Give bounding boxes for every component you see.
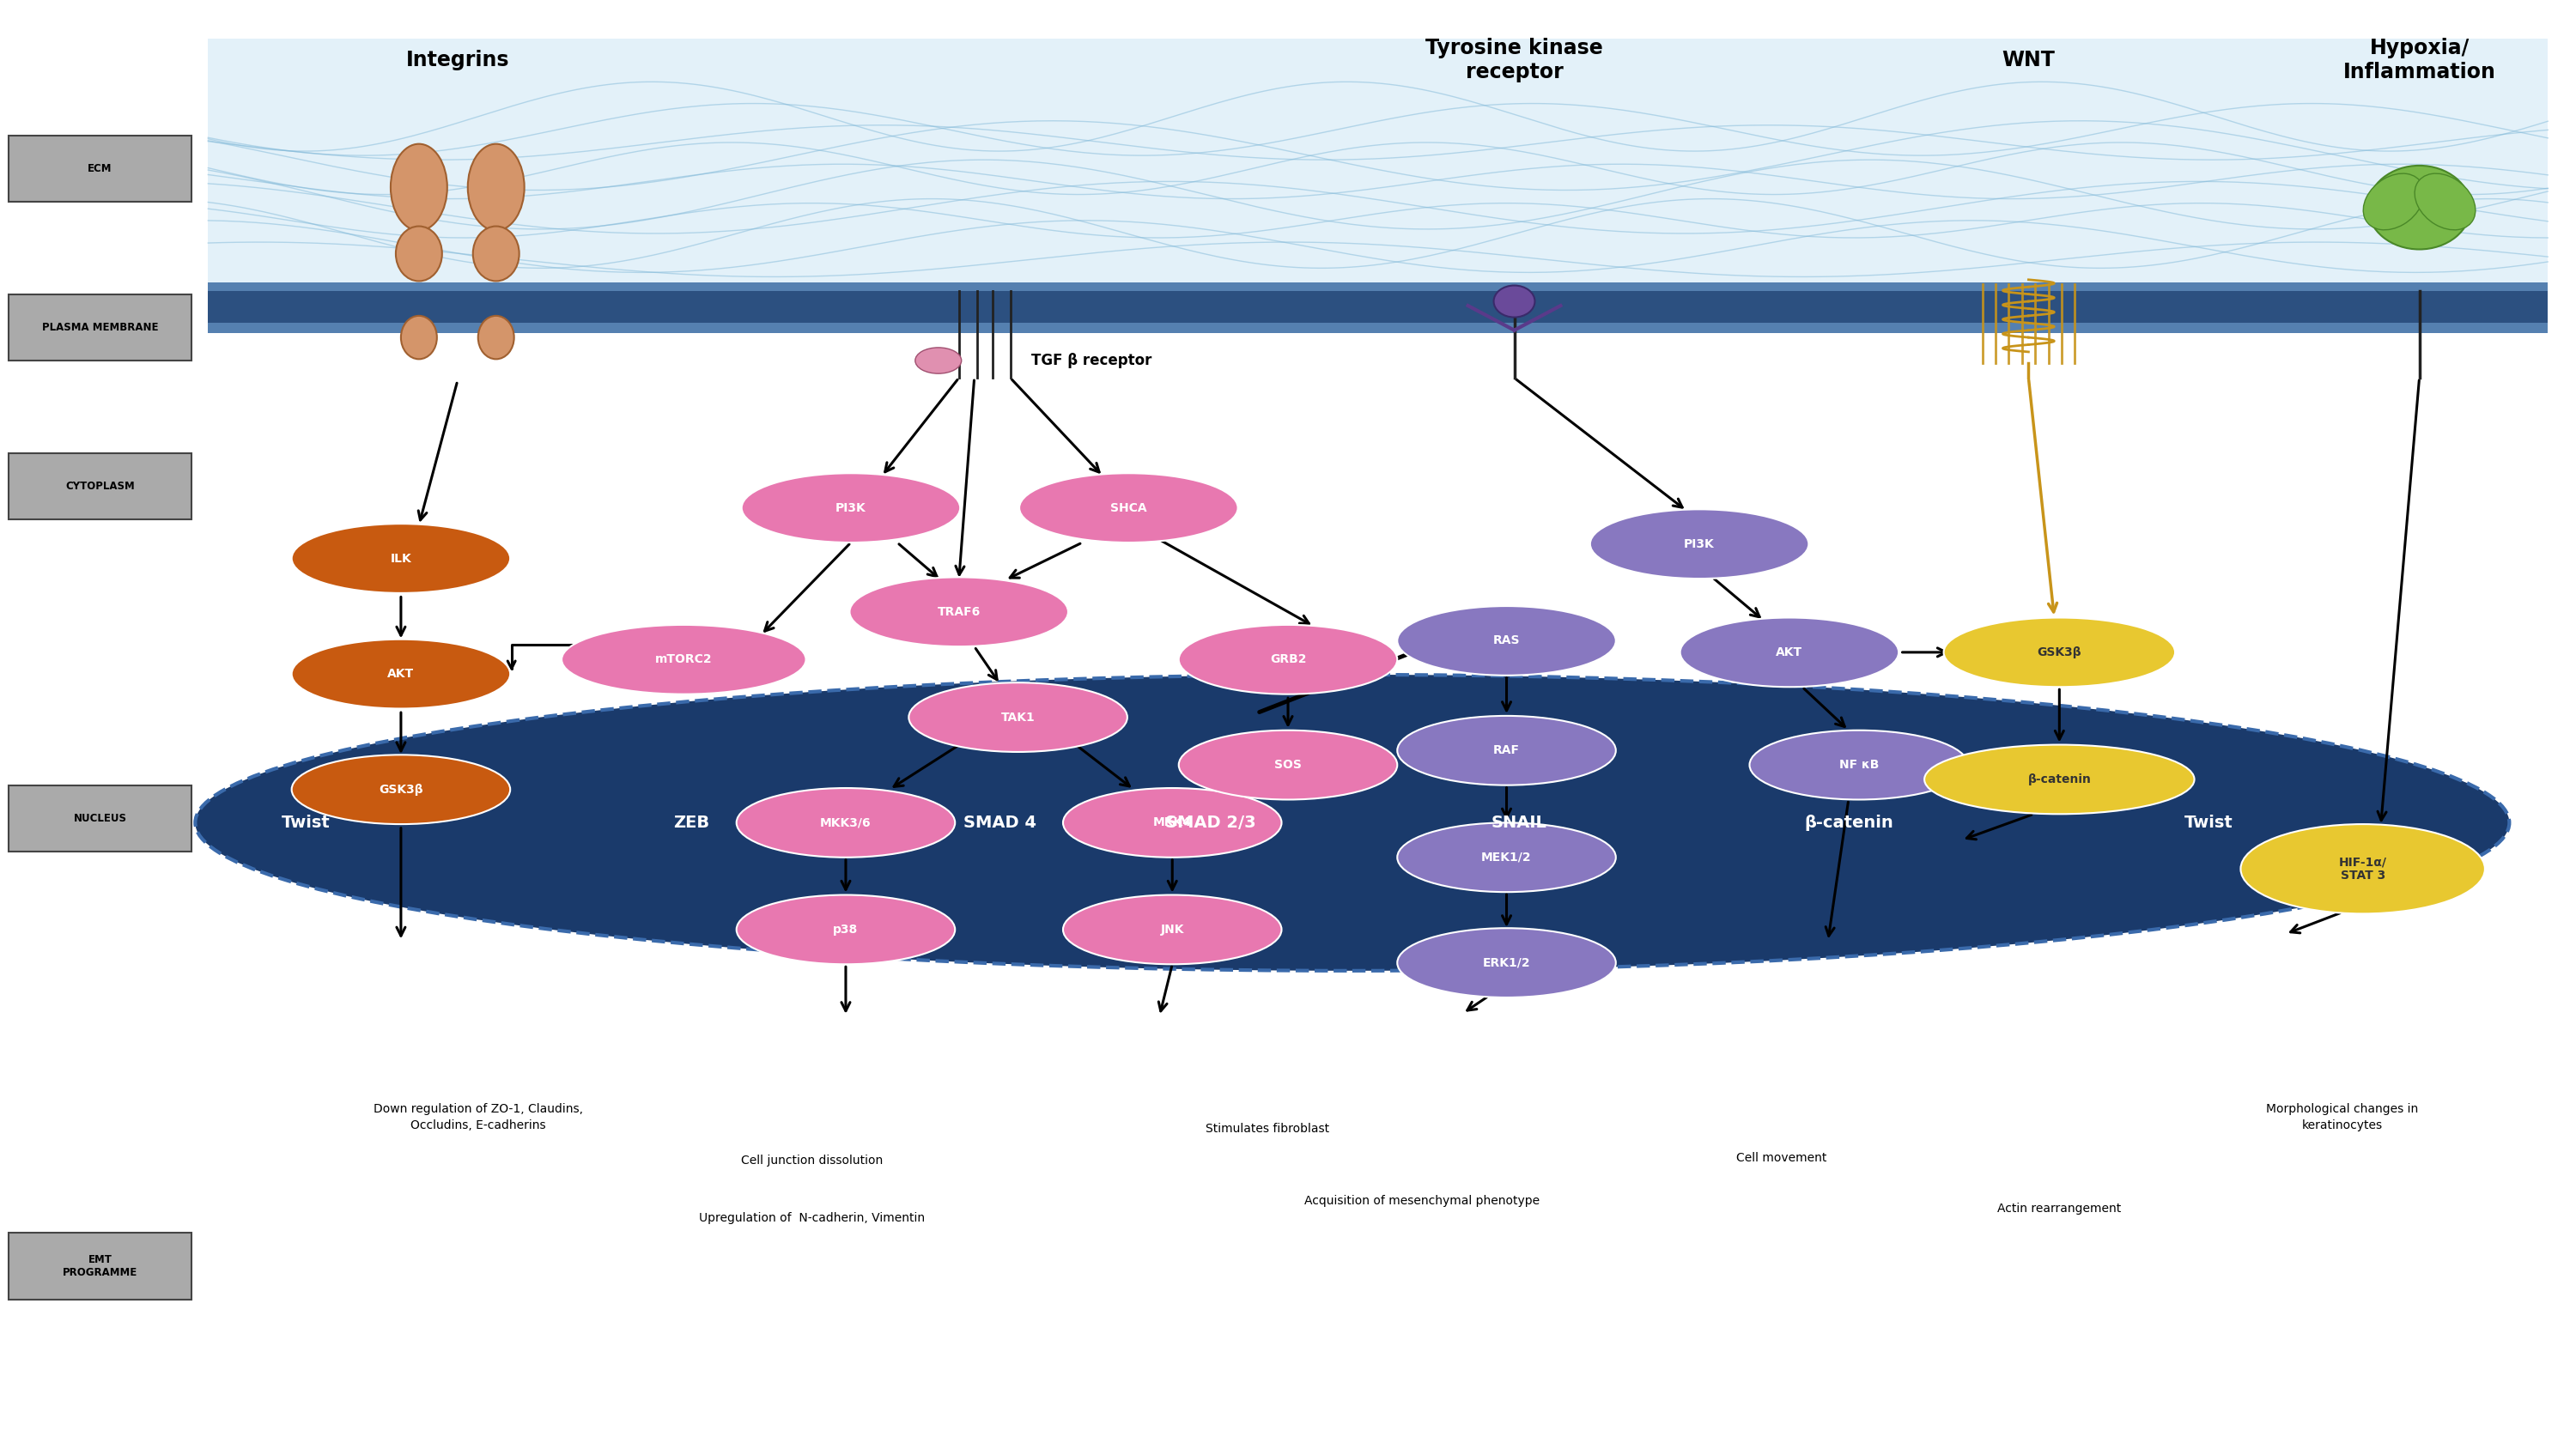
Ellipse shape — [474, 226, 520, 281]
Text: AKT: AKT — [386, 668, 415, 680]
FancyBboxPatch shape — [8, 294, 191, 361]
Text: Stimulates fibroblast: Stimulates fibroblast — [1206, 1123, 1329, 1135]
Text: Cell movement: Cell movement — [1736, 1152, 1826, 1164]
Text: SNAIL: SNAIL — [1492, 814, 1548, 830]
Ellipse shape — [562, 625, 806, 694]
Text: GSK3β: GSK3β — [2038, 646, 2081, 658]
Text: Upregulation of  N-cadherin, Vimentin: Upregulation of N-cadherin, Vimentin — [698, 1213, 925, 1224]
Text: SOS: SOS — [1275, 759, 1301, 771]
Ellipse shape — [909, 682, 1128, 752]
Text: SMAD 4: SMAD 4 — [963, 814, 1036, 830]
Text: mTORC2: mTORC2 — [654, 653, 714, 665]
Ellipse shape — [1180, 625, 1396, 694]
Ellipse shape — [1180, 730, 1396, 800]
Ellipse shape — [1396, 823, 1615, 893]
Text: ERK1/2: ERK1/2 — [1484, 956, 1530, 969]
Ellipse shape — [850, 577, 1069, 646]
FancyBboxPatch shape — [209, 39, 2548, 291]
FancyBboxPatch shape — [8, 1233, 191, 1300]
Bar — [209, 291, 2548, 323]
Text: EMT
PROGRAMME: EMT PROGRAMME — [62, 1253, 137, 1278]
Text: Actin rearrangement: Actin rearrangement — [1996, 1203, 2120, 1214]
Text: Acquisition of mesenchymal phenotype: Acquisition of mesenchymal phenotype — [1303, 1195, 1540, 1207]
Text: MKK4: MKK4 — [1154, 817, 1193, 829]
Ellipse shape — [392, 143, 448, 230]
Text: β-catenin: β-catenin — [1803, 814, 1893, 830]
Ellipse shape — [2362, 174, 2424, 230]
Ellipse shape — [291, 523, 510, 593]
Text: MEK1/2: MEK1/2 — [1481, 852, 1533, 864]
FancyBboxPatch shape — [8, 135, 191, 201]
Ellipse shape — [1680, 617, 1899, 687]
Ellipse shape — [196, 675, 2509, 971]
Ellipse shape — [2414, 174, 2476, 230]
FancyBboxPatch shape — [8, 454, 191, 519]
Ellipse shape — [1924, 745, 2195, 814]
Text: ILK: ILK — [392, 552, 412, 565]
Text: PI3K: PI3K — [1685, 538, 1716, 551]
Text: NF κB: NF κB — [1839, 759, 1878, 771]
FancyBboxPatch shape — [8, 785, 191, 852]
Ellipse shape — [1396, 606, 1615, 675]
Text: TRAF6: TRAF6 — [938, 606, 981, 617]
Ellipse shape — [402, 316, 438, 359]
Bar — [209, 283, 2548, 291]
Text: HIF-1α/
STAT 3: HIF-1α/ STAT 3 — [2339, 856, 2388, 882]
Circle shape — [914, 348, 961, 374]
Ellipse shape — [1749, 730, 1968, 800]
Text: GSK3β: GSK3β — [379, 784, 422, 796]
Ellipse shape — [291, 639, 510, 709]
Text: Morphological changes in
keratinocytes: Morphological changes in keratinocytes — [2267, 1104, 2419, 1132]
Text: Twist: Twist — [281, 814, 330, 830]
Ellipse shape — [1064, 788, 1283, 858]
Text: WNT: WNT — [2002, 49, 2056, 71]
Text: Twist: Twist — [2184, 814, 2233, 830]
Ellipse shape — [1396, 716, 1615, 785]
Ellipse shape — [1020, 474, 1239, 542]
Text: GRB2: GRB2 — [1270, 653, 1306, 665]
Ellipse shape — [1589, 509, 1808, 578]
Text: ECM: ECM — [88, 162, 113, 174]
Text: RAF: RAF — [1494, 745, 1520, 756]
Text: TAK1: TAK1 — [1002, 711, 1036, 723]
Text: Integrins: Integrins — [407, 49, 510, 71]
Text: MKK3/6: MKK3/6 — [819, 817, 871, 829]
Text: ZEB: ZEB — [672, 814, 708, 830]
Text: PI3K: PI3K — [835, 501, 866, 514]
Ellipse shape — [742, 474, 961, 542]
Ellipse shape — [2367, 165, 2470, 249]
Text: SMAD 2/3: SMAD 2/3 — [1164, 814, 1257, 830]
Ellipse shape — [1945, 617, 2174, 687]
Text: p38: p38 — [832, 923, 858, 936]
Ellipse shape — [2241, 824, 2486, 914]
Text: RAS: RAS — [1494, 635, 1520, 646]
Text: SHCA: SHCA — [1110, 501, 1146, 514]
Text: Tyrosine kinase
receptor: Tyrosine kinase receptor — [1425, 38, 1602, 83]
Text: AKT: AKT — [1775, 646, 1803, 658]
Text: CYTOPLASM: CYTOPLASM — [64, 481, 134, 491]
Text: NUCLEUS: NUCLEUS — [75, 813, 126, 824]
Text: Cell junction dissolution: Cell junction dissolution — [742, 1155, 884, 1166]
Text: PLASMA MEMBRANE: PLASMA MEMBRANE — [41, 322, 157, 333]
Ellipse shape — [479, 316, 515, 359]
Ellipse shape — [1494, 285, 1535, 317]
Text: β-catenin: β-catenin — [2027, 774, 2092, 785]
Text: Down regulation of ZO-1, Claudins,
Occludins, E-cadherins: Down regulation of ZO-1, Claudins, Occlu… — [374, 1104, 582, 1132]
Ellipse shape — [469, 143, 526, 230]
Ellipse shape — [737, 788, 956, 858]
Ellipse shape — [737, 895, 956, 964]
Ellipse shape — [1064, 895, 1283, 964]
Ellipse shape — [291, 755, 510, 824]
Text: JNK: JNK — [1159, 923, 1185, 936]
Bar — [209, 323, 2548, 333]
Ellipse shape — [1396, 929, 1615, 997]
Text: TGF β receptor: TGF β receptor — [1030, 352, 1151, 368]
Text: Hypoxia/
Inflammation: Hypoxia/ Inflammation — [2344, 38, 2496, 83]
Ellipse shape — [397, 226, 443, 281]
